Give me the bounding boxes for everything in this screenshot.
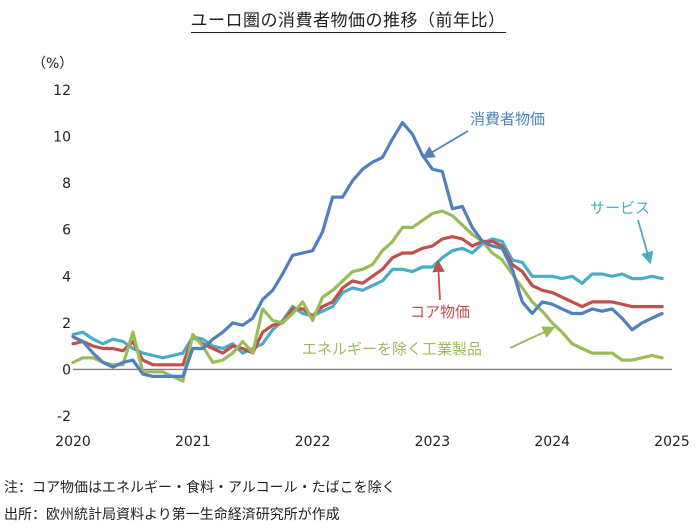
footnote-note: 注：コア物価はエネルギー・食料・アルコール・たばこを除く bbox=[4, 480, 396, 496]
annotation-arrow bbox=[637, 219, 654, 265]
line-chart: （%） -2 0 2 4 6 8 10 12 2020 2021 2022 2023 2024 2025… bbox=[32, 56, 690, 450]
y-tick-label: 12 bbox=[53, 83, 71, 99]
y-axis-unit-label: （%） bbox=[32, 56, 73, 72]
x-tick-label: 2021 bbox=[175, 434, 211, 450]
chart-title: ユーロ圏の消費者物価の推移（前年比） bbox=[0, 6, 696, 33]
series-line-2 bbox=[71, 235, 664, 367]
y-tick-label: 6 bbox=[62, 223, 71, 239]
annotation-label: コア物価 bbox=[410, 303, 470, 321]
annotation-arrow bbox=[509, 326, 556, 349]
annotation-label: 消費者物価 bbox=[470, 110, 545, 128]
annotation-label: エネルギーを除く工業製品 bbox=[302, 340, 482, 358]
annotation-arrow bbox=[432, 259, 445, 301]
chart-title-text: ユーロ圏の消費者物価の推移（前年比） bbox=[190, 11, 506, 33]
y-tick-label: 0 bbox=[62, 362, 71, 378]
x-tick-label: 2025 bbox=[654, 434, 690, 450]
y-tick-label: 4 bbox=[62, 269, 71, 285]
annotation-arrow bbox=[421, 130, 469, 159]
y-tick-label: 2 bbox=[62, 316, 71, 332]
y-tick-label: 8 bbox=[62, 176, 71, 192]
annotation-label: サービス bbox=[590, 199, 650, 217]
x-axis-ticks: 2020 2021 2022 2023 2024 2025 bbox=[55, 434, 690, 450]
x-tick-label: 2023 bbox=[415, 434, 451, 450]
y-axis-ticks: -2 0 2 4 6 8 10 12 bbox=[53, 83, 71, 425]
y-tick-label: -2 bbox=[57, 409, 71, 425]
series-layer bbox=[71, 121, 664, 383]
x-tick-label: 2024 bbox=[534, 434, 570, 450]
x-tick-label: 2020 bbox=[55, 434, 91, 450]
series-line-0 bbox=[71, 121, 664, 378]
x-tick-label: 2022 bbox=[295, 434, 331, 450]
footnote-source: 出所：欧州統計局資料より第一生命経済研究所が作成 bbox=[4, 507, 340, 523]
series-line-1 bbox=[71, 237, 664, 360]
y-tick-label: 10 bbox=[53, 130, 71, 146]
